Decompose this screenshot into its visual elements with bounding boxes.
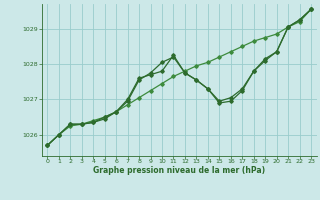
X-axis label: Graphe pression niveau de la mer (hPa): Graphe pression niveau de la mer (hPa) (93, 166, 265, 175)
